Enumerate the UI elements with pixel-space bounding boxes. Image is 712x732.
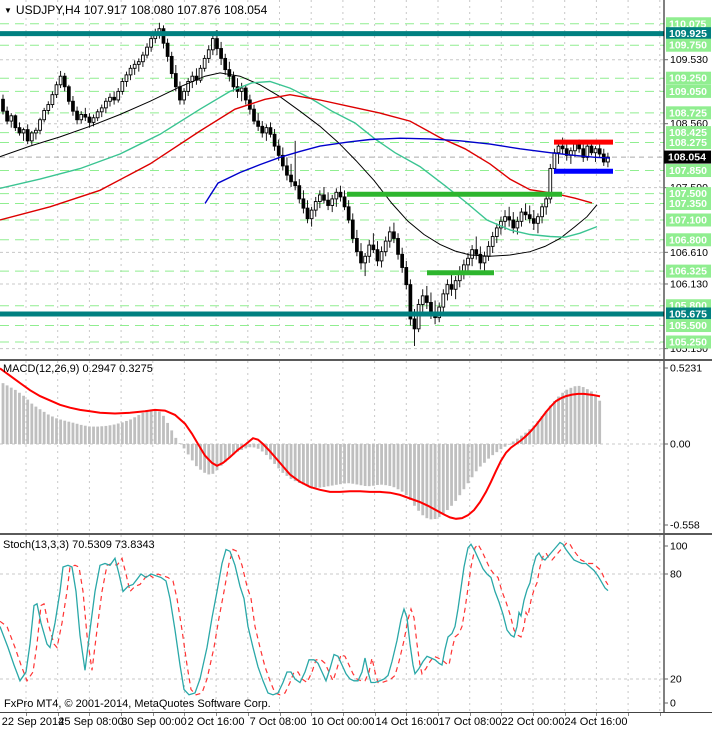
time-label: 2 Oct 16:00 (187, 716, 245, 728)
time-label: 25 Sep 08:00 (58, 716, 124, 728)
macd-histogram (1, 383, 602, 520)
symbol-dropdown-icon[interactable]: ▼ (4, 6, 12, 15)
svg-text:109.750: 109.750 (669, 40, 707, 52)
svg-text:20: 20 (670, 674, 682, 686)
time-tick (438, 713, 439, 716)
svg-text:108.725: 108.725 (669, 107, 707, 119)
chart-titlebar: ▼ USDJPY,H4 107.917 108.080 107.876 108.0… (4, 3, 267, 17)
time-label: 14 Oct 16:00 (375, 716, 439, 728)
time-label: 22 Sep 2014 (1, 716, 65, 728)
svg-text:107.850: 107.850 (669, 165, 707, 177)
time-label: 30 Sep 00:00 (121, 716, 187, 728)
ma-black (0, 72, 598, 257)
svg-text:109.250: 109.250 (669, 73, 707, 85)
time-tick (533, 713, 534, 716)
time-tick (152, 713, 154, 716)
macd-signal-line (0, 367, 601, 520)
macd-label: MACD(12,26,9) 0.2947 0.3275 (3, 363, 153, 375)
svg-text:109.530: 109.530 (670, 54, 708, 66)
chart-title: USDJPY,H4 107.917 108.080 107.876 108.05… (15, 3, 268, 17)
svg-text:80: 80 (670, 569, 682, 581)
price-axis[interactable] (664, 0, 712, 712)
stoch-d-line (0, 541, 609, 696)
time-tick (374, 713, 376, 716)
ma-blue (204, 137, 611, 204)
time-label: 24 Oct 16:00 (564, 716, 628, 728)
time-axis[interactable]: 22 Sep 2014 25 Sep 08:00 30 Sep 00:00 2 Oct… (0, 712, 712, 732)
time-tick (311, 713, 313, 716)
svg-text:105.500: 105.500 (669, 320, 707, 332)
svg-text:106.800: 106.800 (669, 234, 707, 246)
stoch-pane[interactable]: 100 80 20 0 (0, 535, 712, 712)
copyright-text: FxPro MT4, © 2001-2014, MetaQuotes Softw… (4, 698, 271, 710)
svg-text:107.100: 107.100 (669, 215, 707, 227)
pane-splitter-macd[interactable] (0, 359, 712, 361)
svg-text:0.5231: 0.5231 (670, 363, 702, 375)
time-tick (501, 713, 503, 716)
svg-text:108.275: 108.275 (669, 137, 707, 149)
time-tick (26, 713, 27, 716)
time-label: 7 Oct 08:00 (249, 716, 307, 728)
svg-text:100: 100 (670, 541, 688, 553)
time-tick (628, 713, 630, 716)
svg-text:0: 0 (670, 698, 676, 710)
macd-pane[interactable]: 0.5231 0.00 -0.558 (0, 361, 712, 533)
time-label: 22 Oct 00:00 (501, 716, 565, 728)
time-tick (184, 713, 186, 716)
time-tick (279, 713, 281, 716)
svg-text:105.250: 105.250 (669, 337, 707, 349)
svg-text:108.054: 108.054 (668, 152, 706, 164)
pane-splitter-stoch[interactable] (0, 533, 712, 535)
time-tick (469, 713, 471, 716)
time-tick (659, 713, 661, 716)
svg-text:106.610: 106.610 (670, 247, 708, 259)
svg-text:106.130: 106.130 (670, 278, 708, 290)
svg-text:0.00: 0.00 (670, 439, 691, 451)
svg-text:-0.558: -0.558 (670, 520, 700, 532)
ma-spring_green (0, 80, 598, 238)
time-label: 17 Oct 08:00 (438, 716, 502, 728)
time-tick (564, 713, 566, 716)
stoch-k-line (0, 541, 609, 696)
time-tick (89, 713, 91, 716)
time-tick (121, 713, 123, 716)
svg-text:107.350: 107.350 (669, 198, 707, 210)
time-tick (342, 713, 344, 716)
time-tick (57, 713, 59, 716)
time-tick (596, 713, 598, 716)
svg-text:106.325: 106.325 (669, 266, 707, 278)
svg-text:109.050: 109.050 (669, 86, 707, 98)
svg-text:109.925: 109.925 (669, 28, 707, 40)
time-tick (216, 713, 218, 716)
time-label: 10 Oct 00:00 (311, 716, 375, 728)
ma-red (0, 93, 593, 221)
time-tick (247, 713, 249, 716)
time-tick (406, 713, 408, 716)
stoch-label: Stoch(13,3,3) 70.5309 73.8343 (3, 539, 155, 551)
svg-text:105.675: 105.675 (669, 308, 707, 320)
main-chart-pane[interactable]: 109.530108.560107.590106.610106.130105.1… (0, 0, 712, 359)
